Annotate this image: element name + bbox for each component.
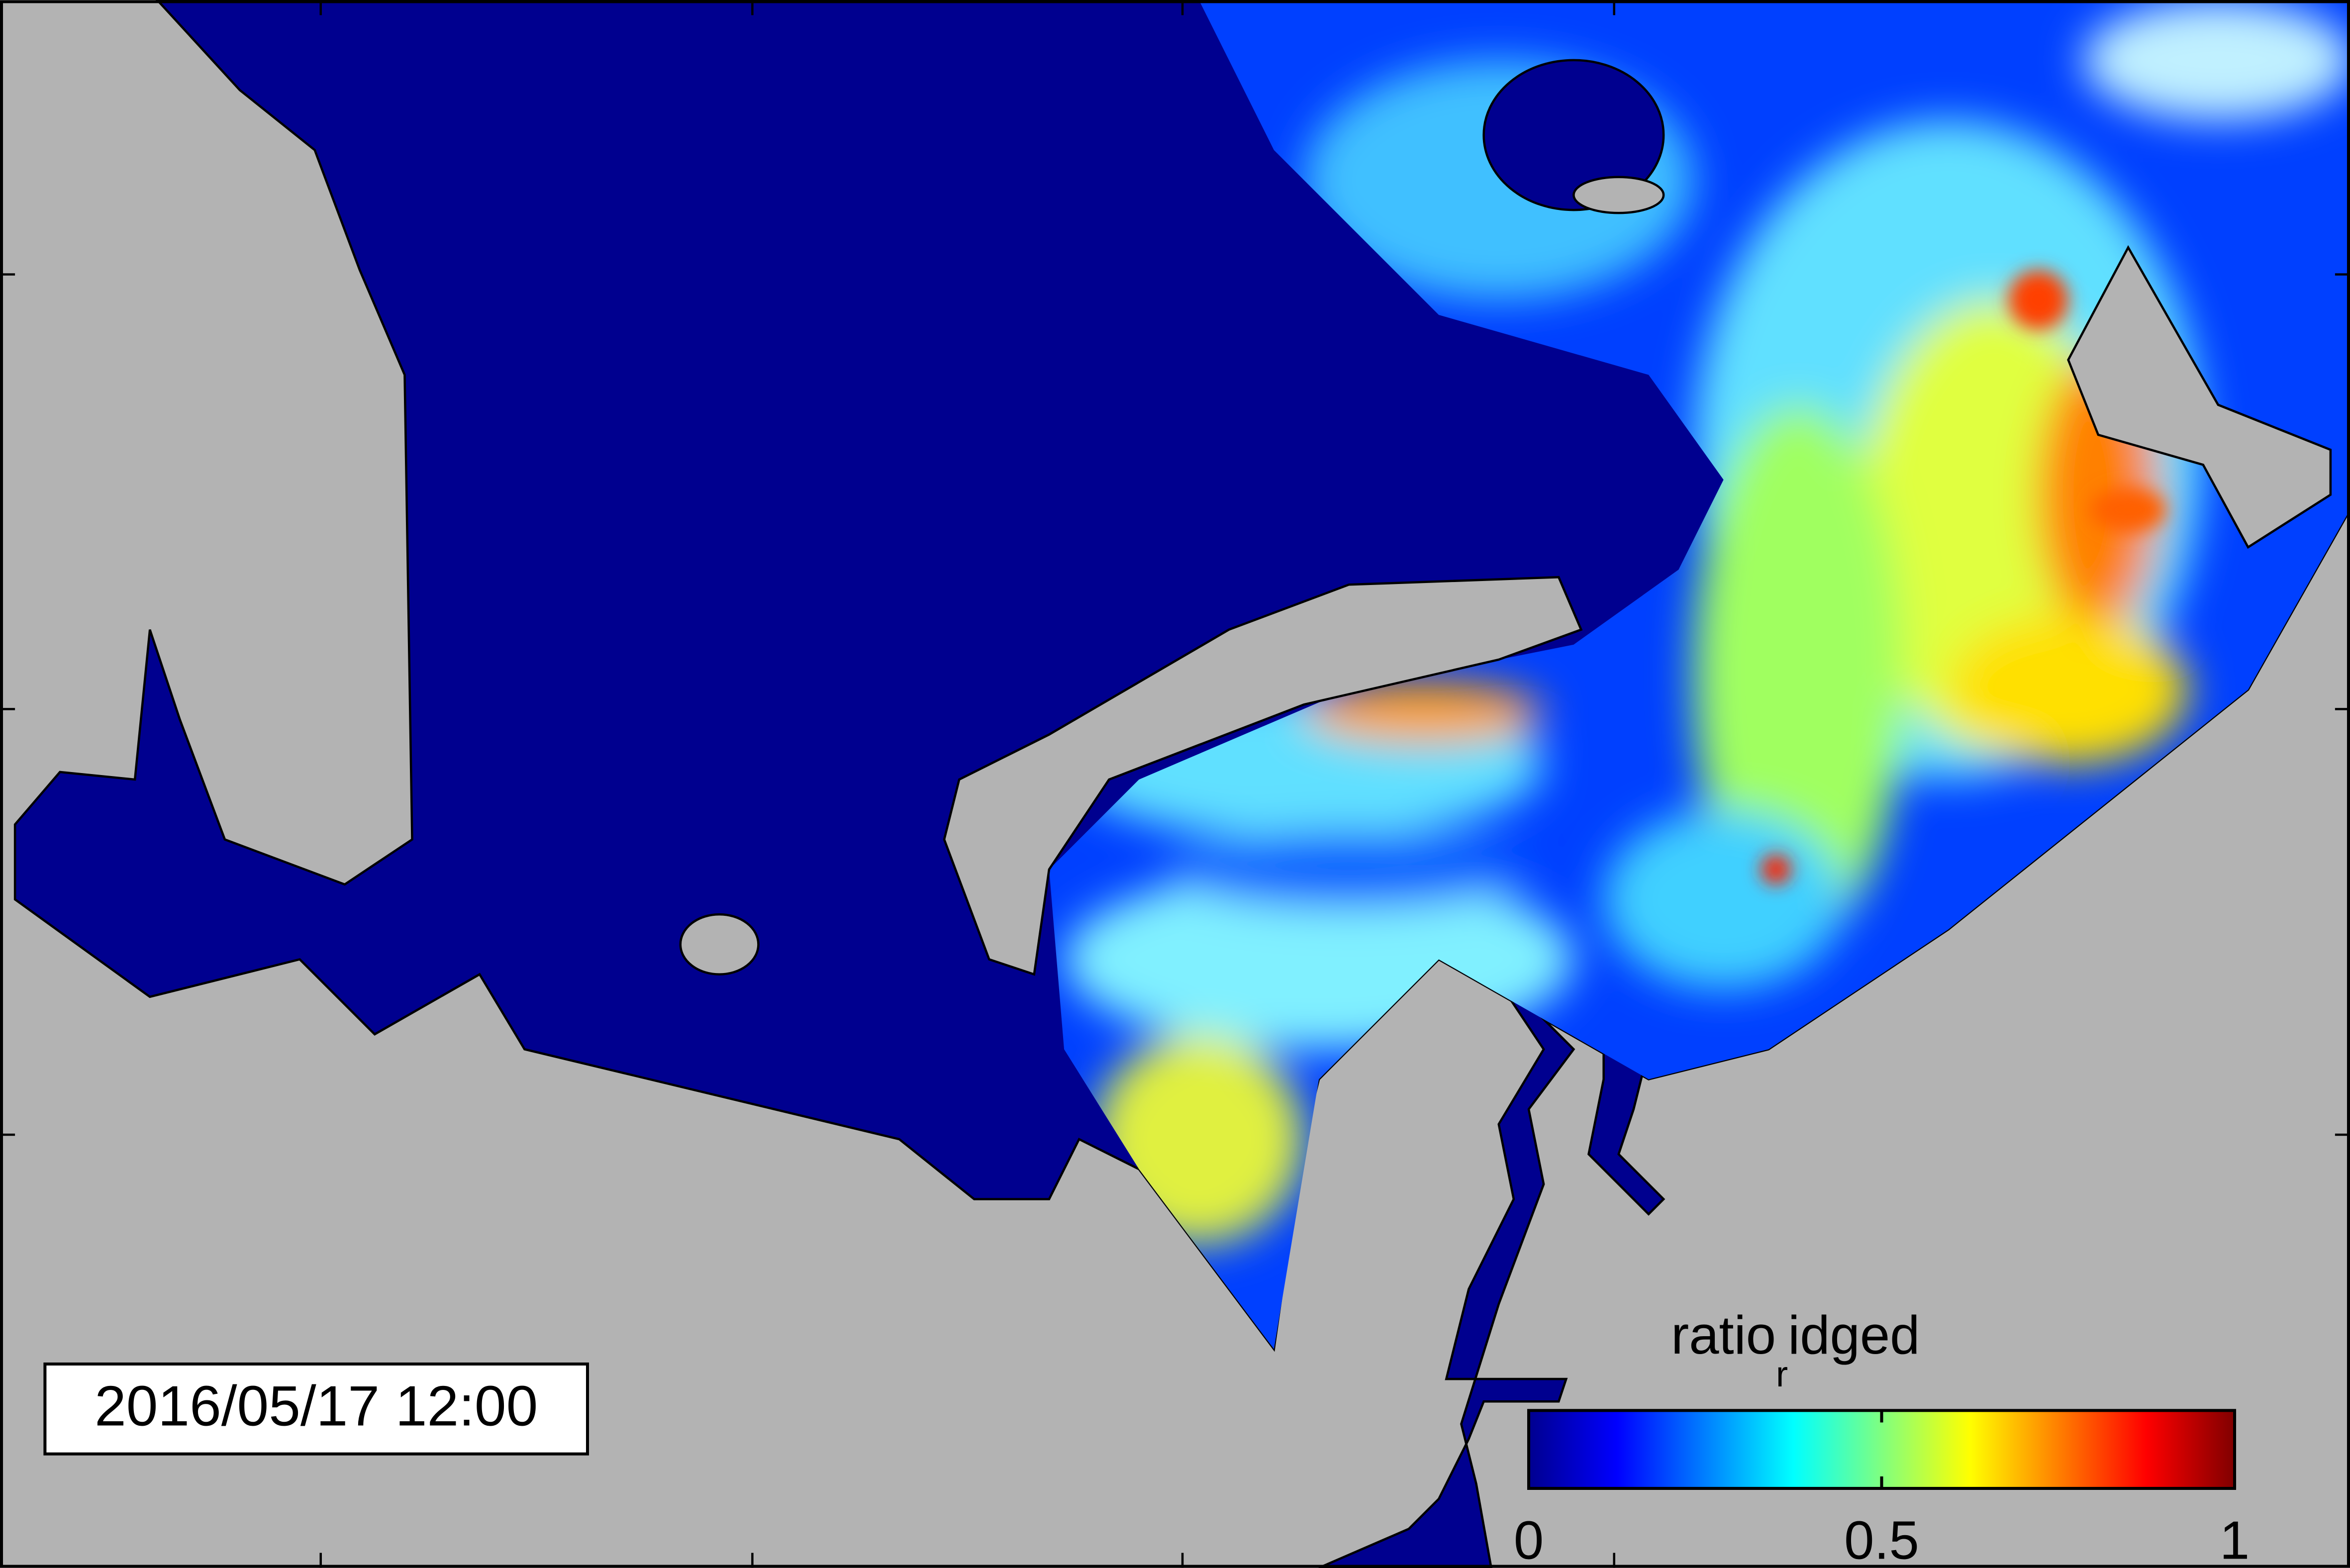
colorbar-tick-label: 0.5 xyxy=(1844,1510,1919,1568)
colorbar-tick-label: 1 xyxy=(2220,1510,2250,1568)
colorbar-ticks: 0 0.5 1 xyxy=(1514,1410,2250,1568)
timestamp-box xyxy=(43,1362,589,1456)
timestamp: 2016/05/17 12:00 xyxy=(95,1374,538,1438)
colorbar-label-rest: idged xyxy=(1788,1305,1920,1365)
colorbar-label-subscript: r xyxy=(1776,1355,1788,1394)
colorbar-label: ratioridged xyxy=(1671,1305,1920,1394)
island xyxy=(1572,176,1665,214)
river xyxy=(1318,958,1575,1568)
land xyxy=(943,576,1583,976)
archipelago xyxy=(1482,59,1665,211)
colorbar-label-main: ratio xyxy=(1671,1305,1776,1365)
island xyxy=(2067,245,2332,549)
island xyxy=(679,913,760,976)
colorbar xyxy=(1527,1409,2237,1490)
colorbar-tick-label: 0 xyxy=(1514,1510,1544,1568)
